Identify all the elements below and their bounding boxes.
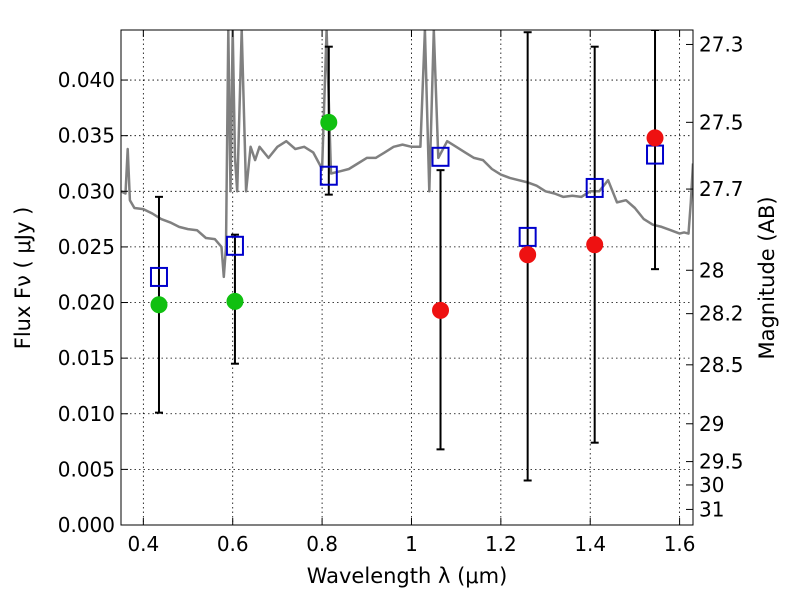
- right-tick-label: 27.7: [699, 177, 744, 201]
- model-spectrum-line: [121, 30, 693, 279]
- right-tick-label: 27.5: [699, 110, 744, 134]
- model-photometry-square: [585, 177, 604, 198]
- y-tick-label: 0.000: [58, 513, 115, 537]
- x-tick-label: 0.8: [306, 532, 338, 556]
- y-tick-label: 0.025: [58, 235, 115, 259]
- x-tick-label: 0.6: [217, 532, 249, 556]
- model-photometry-square: [518, 226, 537, 247]
- right-tick-label: 29: [699, 412, 724, 436]
- right-tick-label: 28.2: [699, 302, 744, 326]
- right-tick-label: 29.5: [699, 450, 744, 474]
- y-tick-label: 0.040: [58, 68, 115, 92]
- limit-point: [519, 246, 537, 264]
- model-photometry-square: [149, 266, 168, 287]
- spectrum-layer: [121, 30, 693, 279]
- y-tick-label: 0.020: [58, 291, 115, 315]
- marker-layer: [149, 113, 665, 319]
- model-photometry-square: [431, 146, 450, 167]
- x-tick-label: 1.6: [664, 532, 696, 556]
- model-photometry-square: [225, 235, 244, 256]
- x-tick-label: 1: [405, 532, 418, 556]
- right-tick-label: 28.5: [699, 353, 744, 377]
- y-tick-label: 0.010: [58, 402, 115, 426]
- model-photometry-square: [319, 165, 338, 186]
- x-axis-label: Wavelength λ (μm): [307, 564, 508, 588]
- y-tick-label: 0.035: [58, 124, 115, 148]
- plot-frame: [120, 29, 694, 526]
- x-tick-label: 0.4: [127, 532, 159, 556]
- detection-point: [320, 113, 338, 131]
- right-tick-label: 27.3: [699, 32, 744, 56]
- tick-layer: 0.4 0.6 0.8 1 1.2 1.4 1.6 0.000 0.005 0.010 0.015 0…: [58, 30, 744, 556]
- y-axis-label: Flux Fν ( μJy ): [11, 207, 35, 350]
- grid-layer: [121, 30, 693, 526]
- right-tick-label: 31: [699, 497, 724, 521]
- y-tick-label: 0.005: [58, 457, 115, 481]
- y-tick-label: 0.015: [58, 346, 115, 370]
- right-tick-label: 28: [699, 258, 724, 282]
- detection-point: [150, 296, 168, 314]
- right-tick-label: 30: [699, 473, 724, 497]
- x-tick-label: 1.4: [574, 532, 606, 556]
- limit-point: [432, 301, 450, 319]
- detection-point: [226, 292, 244, 310]
- y-right-axis-label: Magnitude (AB): [755, 196, 779, 359]
- limit-point: [646, 129, 664, 147]
- y-tick-label: 0.030: [58, 179, 115, 203]
- limit-point: [586, 236, 604, 254]
- x-tick-label: 1.2: [485, 532, 517, 556]
